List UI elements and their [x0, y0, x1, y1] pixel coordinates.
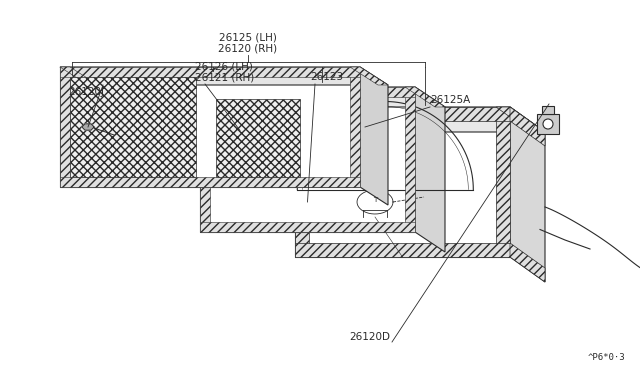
Polygon shape: [350, 67, 388, 85]
Text: 26120J: 26120J: [68, 87, 104, 97]
Polygon shape: [295, 107, 510, 121]
Polygon shape: [542, 106, 554, 114]
Polygon shape: [405, 87, 415, 232]
Polygon shape: [496, 107, 510, 257]
Text: 26120D: 26120D: [349, 332, 390, 342]
Polygon shape: [200, 87, 415, 232]
Polygon shape: [360, 67, 388, 205]
Text: 26125A: 26125A: [430, 95, 470, 105]
Polygon shape: [200, 87, 445, 107]
Polygon shape: [60, 67, 388, 85]
Polygon shape: [60, 67, 98, 85]
Polygon shape: [510, 243, 545, 282]
Polygon shape: [295, 107, 510, 257]
Polygon shape: [295, 107, 545, 132]
Polygon shape: [295, 107, 309, 257]
Polygon shape: [295, 107, 344, 132]
Text: T: T: [373, 197, 377, 203]
Polygon shape: [82, 124, 94, 130]
Polygon shape: [415, 87, 445, 252]
Polygon shape: [510, 107, 545, 282]
Polygon shape: [70, 77, 196, 177]
Text: ^P6*0·3: ^P6*0·3: [588, 353, 625, 362]
Polygon shape: [200, 87, 415, 97]
Text: 26120 (RH): 26120 (RH): [218, 43, 278, 53]
Polygon shape: [60, 177, 360, 187]
Text: 26125 (LH): 26125 (LH): [219, 32, 277, 42]
Text: 26126 (LH): 26126 (LH): [195, 61, 253, 71]
Polygon shape: [60, 67, 360, 77]
Polygon shape: [295, 243, 510, 257]
Polygon shape: [510, 107, 545, 146]
Polygon shape: [60, 67, 70, 187]
Polygon shape: [60, 67, 360, 187]
Circle shape: [543, 119, 553, 129]
Polygon shape: [216, 99, 300, 177]
Polygon shape: [200, 87, 210, 232]
Polygon shape: [200, 87, 240, 107]
Polygon shape: [350, 67, 360, 187]
Text: 26123: 26123: [310, 72, 343, 82]
Polygon shape: [496, 107, 545, 132]
Polygon shape: [405, 87, 445, 107]
Polygon shape: [537, 114, 559, 134]
Polygon shape: [200, 222, 415, 232]
Text: 26121 (RH): 26121 (RH): [195, 72, 254, 82]
